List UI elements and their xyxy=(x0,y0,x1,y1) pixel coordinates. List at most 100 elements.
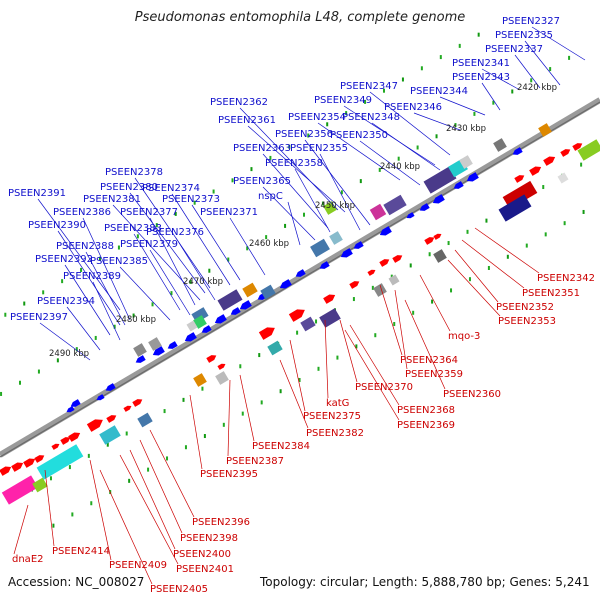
gene-arrow xyxy=(560,149,571,157)
gene-label-reverse: PSEEN2363 xyxy=(233,143,291,154)
gene-arrow xyxy=(96,394,105,401)
label-leader-lines xyxy=(13,26,586,585)
tick-mark xyxy=(390,274,393,279)
gene-arrow xyxy=(51,443,60,450)
gene-label-reverse: PSEEN2355 xyxy=(290,143,348,154)
tick-mark xyxy=(208,268,211,273)
gene-domain xyxy=(557,172,569,184)
gene-arrow xyxy=(66,406,75,413)
leader-line xyxy=(524,40,561,86)
tick-mark xyxy=(431,299,434,304)
gene-label-forward: PSEEN2360 xyxy=(443,389,501,400)
tick-mark xyxy=(241,411,244,416)
gene-label-forward: PSEEN2396 xyxy=(192,517,250,528)
gene-domain xyxy=(193,315,207,329)
gene-label-reverse: PSEEN2388 xyxy=(56,241,114,252)
tick-mark xyxy=(525,243,528,248)
gene-arrow xyxy=(379,226,392,236)
leader-line xyxy=(379,284,403,356)
gene-arrow xyxy=(217,363,226,370)
tick-mark xyxy=(203,434,206,439)
gene-label-reverse: PSEEN2358 xyxy=(265,158,323,169)
kbp-label: 2480 kbp xyxy=(116,315,156,325)
gene-arrow xyxy=(543,156,556,166)
gene-label-reverse: PSEEN2335 xyxy=(495,30,553,41)
leader-line xyxy=(129,192,206,294)
leader-line xyxy=(247,125,346,213)
gene-domain xyxy=(329,231,343,245)
gene-arrow xyxy=(432,194,445,204)
gene-label-forward: PSEEN2401 xyxy=(176,564,234,575)
gene-label-forward: PSEEN2359 xyxy=(405,369,463,380)
gene-domain xyxy=(260,284,276,300)
leader-line xyxy=(44,469,55,547)
gene-domain xyxy=(242,282,258,298)
gene-arrow xyxy=(23,458,36,468)
tick-mark xyxy=(364,99,367,104)
leader-line xyxy=(339,319,358,383)
leader-line xyxy=(447,259,501,317)
kbp-label: 2440 kbp xyxy=(380,162,420,172)
gene-label-reverse: PSEEN2350 xyxy=(330,130,388,141)
tick-mark xyxy=(227,257,230,262)
leader-line xyxy=(129,449,176,550)
tick-mark xyxy=(147,467,150,472)
tick-mark xyxy=(303,212,306,217)
leader-line xyxy=(119,454,179,565)
tick-mark xyxy=(258,353,261,358)
gene-domain xyxy=(267,340,283,356)
leader-line xyxy=(262,186,316,241)
leader-line xyxy=(149,217,196,306)
gene-arrow xyxy=(353,241,364,249)
gene-domain xyxy=(388,274,400,286)
gene-arrow xyxy=(239,300,252,310)
tick-mark xyxy=(250,167,253,172)
gene-domain xyxy=(369,203,387,221)
tick-mark xyxy=(352,297,355,302)
tick-mark xyxy=(393,321,396,326)
leader-line xyxy=(413,112,461,131)
leader-line xyxy=(439,96,486,116)
kbp-label: 2460 kbp xyxy=(249,239,289,249)
tick-mark xyxy=(371,285,374,290)
gene-arrow xyxy=(392,255,403,263)
gene-arrow xyxy=(279,279,292,289)
gene-label-forward: PSEEN2409 xyxy=(109,560,167,571)
gene-label-reverse: PSEEN2394 xyxy=(37,296,95,307)
gene-domain xyxy=(323,201,337,215)
leader-line xyxy=(304,139,371,226)
leader-line xyxy=(227,379,231,457)
leader-line xyxy=(139,439,183,534)
gene-label-reverse: nspC xyxy=(258,191,283,202)
gene-label-reverse: PSEEN2365 xyxy=(233,176,291,187)
gene-label-forward: PSEEN2353 xyxy=(498,316,556,327)
tick-mark xyxy=(61,279,64,284)
tick-mark xyxy=(18,380,21,385)
leader-line xyxy=(99,469,153,585)
gene-arrow xyxy=(288,309,305,322)
gene-arrow xyxy=(167,341,178,349)
gene-label-reverse: PSEEN2389 xyxy=(63,271,121,282)
tick-mark xyxy=(378,167,381,172)
tick-mark xyxy=(117,245,120,250)
gene-label-forward: mqo-3 xyxy=(448,331,480,342)
gene-arrow xyxy=(230,307,241,315)
gene-domain xyxy=(319,308,341,328)
tick-mark xyxy=(450,288,453,293)
tick-mark xyxy=(473,111,476,116)
gene-label-forward: PSEEN2364 xyxy=(400,355,458,366)
tick-mark xyxy=(420,66,423,71)
tick-mark xyxy=(336,355,339,360)
gene-label-forward: dnaE2 xyxy=(12,554,44,565)
tick-mark xyxy=(113,324,116,329)
tick-mark xyxy=(401,77,404,82)
gene-domain xyxy=(373,283,387,297)
gene-label-reverse: PSEEN2392 xyxy=(35,254,93,265)
tick-mark xyxy=(468,277,471,282)
tick-mark xyxy=(163,409,166,414)
tick-mark xyxy=(487,265,490,270)
tick-mark xyxy=(155,223,158,228)
gene-label-forward: PSEEN2351 xyxy=(522,288,580,299)
gene-arrow xyxy=(529,166,542,176)
